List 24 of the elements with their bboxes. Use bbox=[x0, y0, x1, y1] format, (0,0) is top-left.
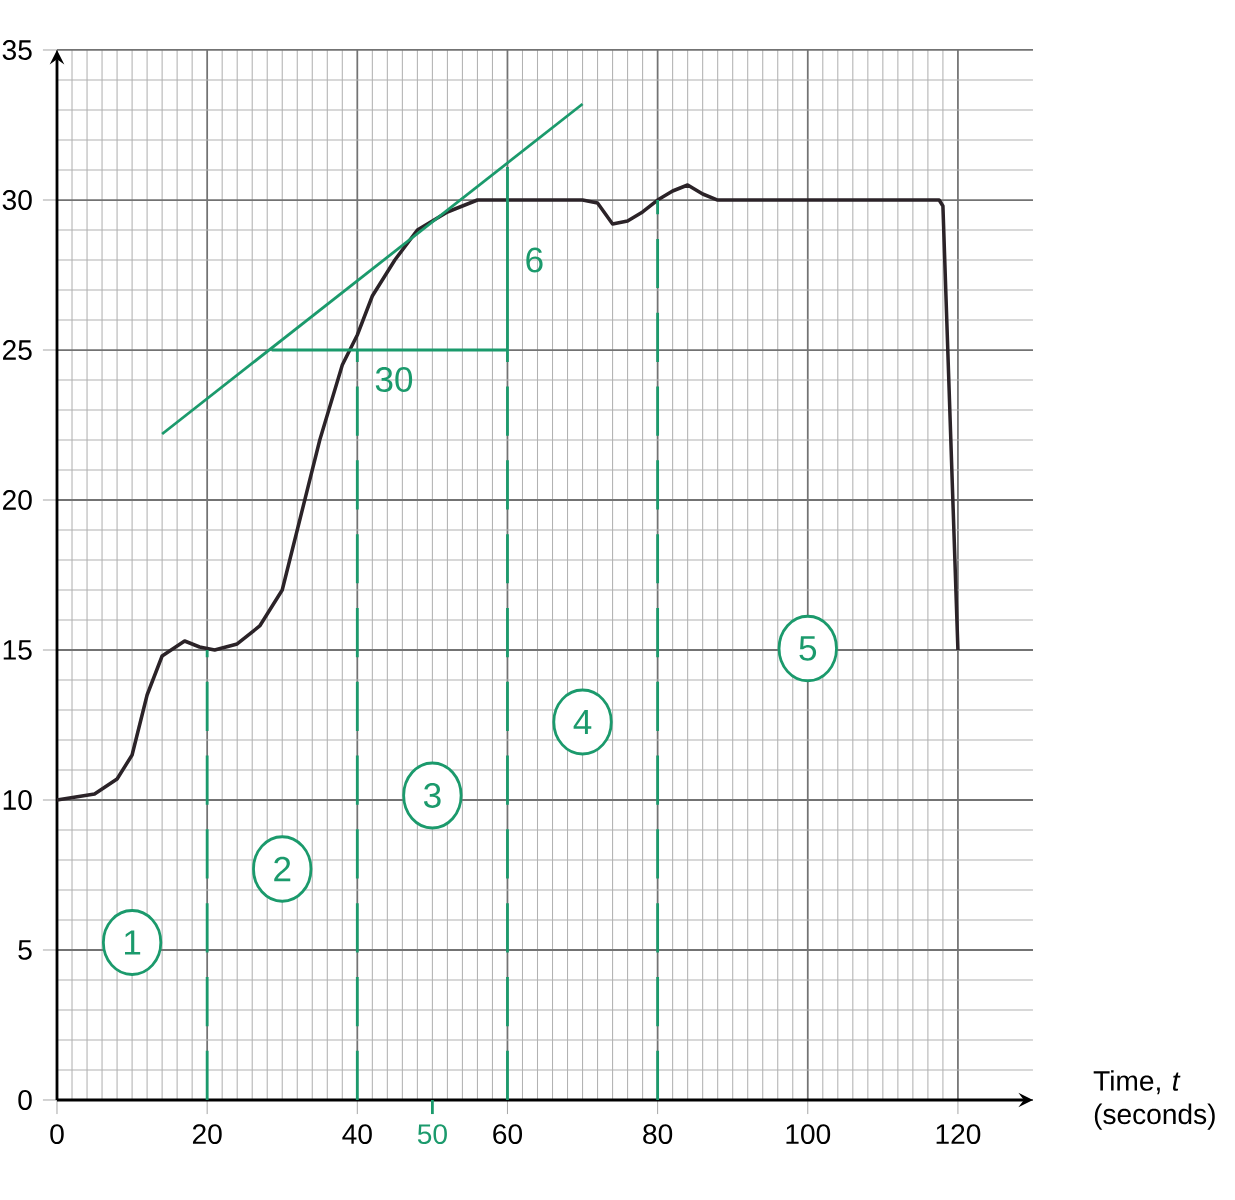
x-tick-label: 20 bbox=[192, 1124, 222, 1145]
annotation: 4 bbox=[573, 709, 592, 735]
x-tick-label: 50 bbox=[417, 1124, 447, 1145]
x-tick-label: 100 bbox=[786, 1124, 831, 1145]
x-tick-label: 60 bbox=[493, 1124, 523, 1145]
annotation: 30 bbox=[375, 367, 413, 392]
y-tick-label: 15 bbox=[3, 640, 32, 660]
y-tick-label: 10 bbox=[3, 790, 32, 810]
x-tick-label: 0 bbox=[50, 1124, 64, 1145]
y-tick-label: 30 bbox=[2, 190, 32, 210]
annotation: 5 bbox=[799, 636, 817, 661]
x-tick-label: 120 bbox=[936, 1124, 981, 1145]
y-tick-label: 35 bbox=[2, 40, 32, 60]
y-tick-label: 5 bbox=[18, 940, 32, 960]
x-tick-label: 40 bbox=[342, 1124, 372, 1145]
y-tick-label: 25 bbox=[3, 340, 32, 360]
annotation: 2 bbox=[274, 856, 291, 882]
annotation: 1 bbox=[125, 930, 141, 955]
x-tick-label: 80 bbox=[643, 1124, 673, 1145]
y-tick-label: 20 bbox=[3, 490, 32, 510]
annotation: 3 bbox=[423, 783, 441, 808]
x-axis-title: Time, t (seconds) bbox=[1093, 1070, 1215, 1130]
annotation: 6 bbox=[526, 247, 543, 273]
y-tick-label: 0 bbox=[18, 1090, 32, 1110]
